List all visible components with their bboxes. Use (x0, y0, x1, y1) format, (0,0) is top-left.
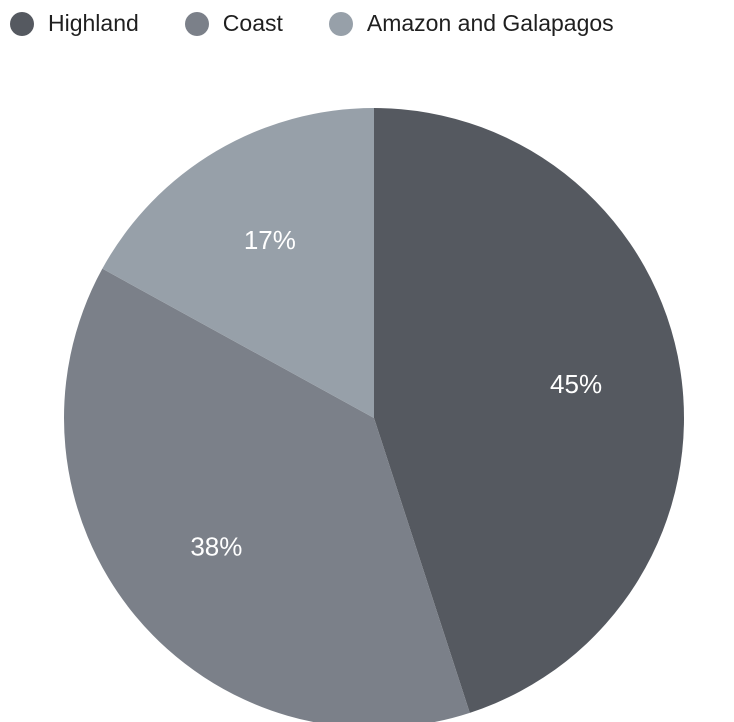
pie-slice-highland (374, 108, 684, 713)
legend-swatch-coast (184, 11, 209, 36)
legend-item-coast: Coast (184, 10, 283, 37)
legend-swatch-amazon-galapagos (328, 11, 353, 36)
legend-item-highland: Highland (10, 10, 139, 37)
legend-label-amazon-galapagos: Amazon and Galapagos (366, 10, 614, 36)
legend-item-amazon-galapagos: Amazon and Galapagos (328, 10, 614, 37)
slice-label-highland: 45% (550, 369, 602, 399)
pie-slice-amazon-galapagos (102, 108, 374, 418)
legend-label-highland: Highland (48, 10, 139, 36)
slice-label-amazon-galapagos: 17% (244, 225, 296, 255)
legend-swatch-highland (10, 11, 34, 36)
pie-slice-coast (64, 268, 470, 722)
legend-label-coast: Coast (222, 10, 283, 36)
slice-label-coast: 38% (190, 531, 242, 561)
chart-legend: Highland Coast Amazon and Galapagos (10, 10, 614, 37)
